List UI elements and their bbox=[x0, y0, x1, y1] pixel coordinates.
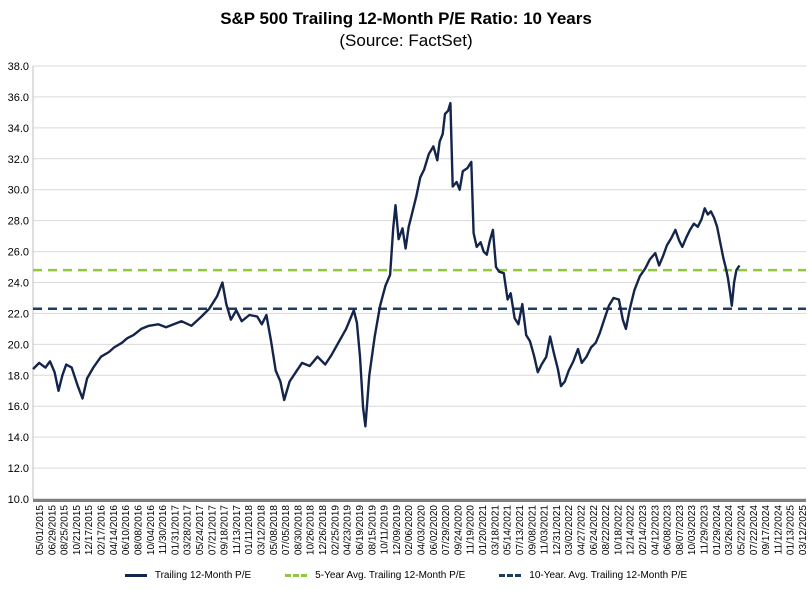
y-tick-label: 28.0 bbox=[8, 216, 29, 228]
x-tick-label: 04/27/2022 bbox=[576, 505, 587, 555]
legend-label-10yr: 10-Year. Avg. Trailing 12-Month P/E bbox=[529, 570, 688, 581]
x-tick-label: 11/30/2016 bbox=[158, 505, 169, 555]
x-tick-label: 02/17/2016 bbox=[97, 505, 108, 555]
x-tick-label: 01/20/2021 bbox=[478, 505, 489, 555]
x-tick-label: 03/18/2021 bbox=[490, 505, 501, 555]
x-tick-label: 08/25/2015 bbox=[60, 505, 71, 555]
x-tick-label: 11/13/2017 bbox=[232, 505, 243, 555]
x-tick-label: 05/14/2021 bbox=[503, 505, 514, 555]
y-tick-label: 20.0 bbox=[8, 339, 29, 351]
x-tick-label: 02/06/2020 bbox=[404, 505, 415, 555]
y-tick-label: 22.0 bbox=[8, 308, 29, 320]
x-tick-label: 11/29/2023 bbox=[700, 505, 711, 555]
legend-swatch-pe bbox=[124, 574, 147, 577]
x-tick-label: 01/29/2024 bbox=[712, 505, 723, 555]
x-tick-label: 07/13/2021 bbox=[515, 505, 526, 555]
y-tick-label: 14.0 bbox=[8, 432, 29, 444]
x-tick-label: 10/11/2019 bbox=[380, 505, 391, 555]
x-tick-label: 09/18/2017 bbox=[220, 505, 231, 555]
x-tick-label: 12/17/2015 bbox=[84, 505, 95, 555]
y-tick-label: 26.0 bbox=[8, 247, 29, 259]
x-tick-label: 07/21/2017 bbox=[207, 505, 218, 555]
x-tick-label: 04/23/2019 bbox=[343, 505, 354, 555]
x-tick-label: 06/08/2023 bbox=[663, 505, 674, 555]
y-tick-label: 12.0 bbox=[8, 463, 29, 475]
x-tick-label: 03/02/2022 bbox=[564, 505, 575, 555]
x-tick-label: 05/01/2015 bbox=[35, 505, 46, 555]
x-tick-label: 10/18/2022 bbox=[613, 505, 624, 555]
x-tick-label: 12/09/2019 bbox=[392, 505, 403, 555]
x-tick-label: 08/30/2018 bbox=[293, 505, 304, 555]
x-tick-label: 10/21/2015 bbox=[72, 505, 83, 555]
chart-title: S&P 500 Trailing 12-Month P/E Ratio: 10 … bbox=[220, 9, 592, 28]
x-tick-label: 07/29/2020 bbox=[441, 505, 452, 555]
x-tick-label: 03/26/2024 bbox=[724, 505, 735, 555]
x-tick-label: 12/14/2022 bbox=[626, 505, 637, 555]
x-tick-label: 07/05/2018 bbox=[281, 505, 292, 555]
y-tick-label: 30.0 bbox=[8, 185, 29, 197]
legend-swatch-10yr bbox=[499, 574, 522, 577]
x-tick-label: 04/03/2020 bbox=[417, 505, 428, 555]
y-tick-label: 10.0 bbox=[8, 494, 29, 506]
x-tick-label: 05/24/2017 bbox=[195, 505, 206, 555]
x-tick-label: 06/02/2020 bbox=[429, 505, 440, 555]
x-tick-label: 04/14/2016 bbox=[109, 505, 120, 555]
x-tick-label: 03/12/2025 bbox=[798, 505, 809, 555]
x-tick-label: 06/29/2015 bbox=[47, 505, 58, 555]
x-tick-label: 11/03/2021 bbox=[540, 505, 551, 555]
x-tick-label: 09/24/2020 bbox=[453, 505, 464, 555]
y-tick-label: 16.0 bbox=[8, 401, 29, 413]
y-tick-label: 18.0 bbox=[8, 370, 29, 382]
x-tick-label: 07/22/2024 bbox=[749, 505, 760, 555]
x-tick-label: 06/19/2019 bbox=[355, 505, 366, 555]
legend-item-5yr: 5-Year Avg. Trailing 12-Month P/E bbox=[285, 570, 465, 581]
x-tick-label: 05/08/2018 bbox=[269, 505, 280, 555]
x-tick-label: 05/22/2024 bbox=[736, 505, 747, 555]
chart-subtitle: (Source: FactSet) bbox=[339, 31, 473, 50]
legend-item-10yr: 10-Year. Avg. Trailing 12-Month P/E bbox=[499, 570, 687, 581]
x-tick-label: 08/08/2016 bbox=[133, 505, 144, 555]
x-tick-label: 03/12/2018 bbox=[257, 505, 268, 555]
x-tick-label: 01/31/2017 bbox=[170, 505, 181, 555]
x-tick-label: 12/31/2021 bbox=[552, 505, 563, 555]
legend-label-pe: Trailing 12-Month P/E bbox=[154, 570, 252, 581]
legend-swatch-5yr bbox=[285, 574, 308, 577]
x-tick-label: 01/11/2018 bbox=[244, 505, 255, 555]
x-tick-label: 08/07/2023 bbox=[675, 505, 686, 555]
y-tick-label: 24.0 bbox=[8, 278, 29, 290]
x-tick-label: 11/19/2020 bbox=[466, 505, 477, 555]
y-tick-label: 38.0 bbox=[8, 61, 29, 73]
x-tick-label: 08/15/2019 bbox=[367, 505, 378, 555]
x-tick-label: 06/24/2022 bbox=[589, 505, 600, 555]
y-tick-label: 32.0 bbox=[8, 154, 29, 166]
legend-item-pe: Trailing 12-Month P/E bbox=[124, 570, 252, 581]
y-tick-label: 36.0 bbox=[8, 92, 29, 104]
pe-series-line bbox=[32, 101, 741, 428]
y-tick-label: 34.0 bbox=[8, 123, 29, 135]
x-tick-label: 10/26/2018 bbox=[306, 505, 317, 555]
x-tick-label: 06/10/2016 bbox=[121, 505, 132, 555]
x-tick-label: 09/17/2024 bbox=[761, 505, 772, 555]
legend: Trailing 12-Month P/E 5-Year Avg. Traili… bbox=[0, 570, 812, 581]
legend-label-5yr: 5-Year Avg. Trailing 12-Month P/E bbox=[315, 570, 466, 581]
x-tick-label: 10/03/2023 bbox=[687, 505, 698, 555]
x-tick-label: 11/12/2024 bbox=[773, 505, 784, 555]
x-tick-label: 02/25/2019 bbox=[330, 505, 341, 555]
x-tick-label: 09/08/2021 bbox=[527, 505, 538, 555]
x-tick-label: 02/14/2023 bbox=[638, 505, 649, 555]
x-tick-label: 10/04/2016 bbox=[146, 505, 157, 555]
x-tick-label: 01/13/2025 bbox=[786, 505, 797, 555]
x-tick-label: 04/12/2023 bbox=[650, 505, 661, 555]
x-axis-band bbox=[33, 499, 806, 502]
x-tick-label: 03/28/2017 bbox=[183, 505, 194, 555]
x-tick-label: 12/26/2018 bbox=[318, 505, 329, 555]
x-tick-label: 08/22/2022 bbox=[601, 505, 612, 555]
